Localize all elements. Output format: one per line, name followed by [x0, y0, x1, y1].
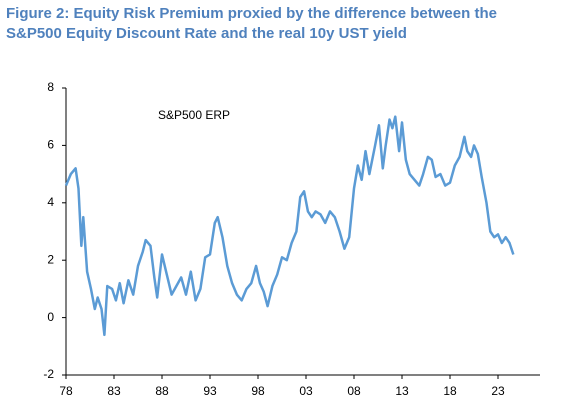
- x-tick-label: 03: [299, 384, 313, 398]
- x-tick-label: 18: [443, 384, 457, 398]
- y-tick-label: -2: [43, 367, 54, 381]
- x-tick-label: 13: [395, 384, 409, 398]
- x-tick-label: 93: [203, 384, 217, 398]
- x-tick-label: 08: [347, 384, 361, 398]
- chart-title: Figure 2: Equity Risk Premium proxied by…: [6, 5, 497, 42]
- y-tick-label: 2: [47, 252, 54, 266]
- x-tick-label: 78: [59, 384, 73, 398]
- y-tick-label: 4: [47, 195, 54, 209]
- data-line: [64, 115, 515, 337]
- y-tick-label: 0: [47, 310, 54, 324]
- series-label: S&P500 ERP: [158, 108, 230, 122]
- x-tick-label: 98: [251, 384, 265, 398]
- y-tick-label: 6: [47, 138, 54, 152]
- x-tick-label: 23: [491, 384, 505, 398]
- x-tick-label: 83: [107, 384, 121, 398]
- x-tick-label: 88: [155, 384, 169, 398]
- y-tick-label: 8: [47, 80, 54, 94]
